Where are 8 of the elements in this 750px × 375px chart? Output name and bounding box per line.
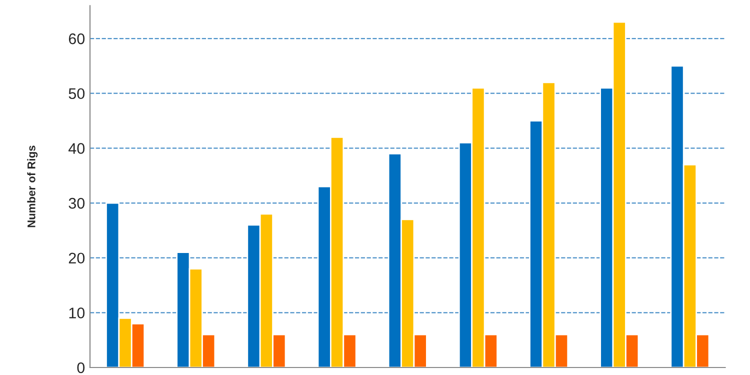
y-tick-label: 30: [68, 198, 85, 209]
y-tick-label: 50: [68, 88, 85, 100]
y-tick-label: 40: [68, 143, 85, 154]
y-axis-title: Number of Rigs: [27, 146, 38, 228]
y-tick-label: 20: [68, 252, 85, 264]
y-tick-label: 0: [77, 362, 85, 374]
y-tick-label: 60: [68, 33, 85, 44]
y-tick-label: 10: [69, 308, 85, 318]
